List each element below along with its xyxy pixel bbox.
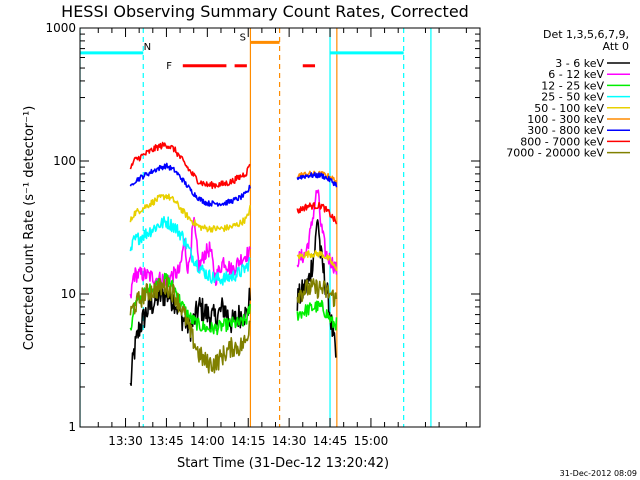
y-tick-label: 10	[61, 287, 76, 301]
legend-label: 50 - 100 keV	[534, 102, 604, 115]
x-tick-label: 15:00	[354, 434, 389, 448]
flag-label: N	[144, 42, 151, 53]
x-axis-label: Start Time (31-Dec-12 13:20:42)	[177, 456, 389, 471]
generation-timestamp: 31-Dec-2012 08:09	[560, 469, 637, 478]
series-line-2	[296, 299, 338, 331]
x-tick-label: 14:00	[190, 434, 225, 448]
flag-label: S	[240, 32, 246, 43]
legend-title-line-1: Det 1,3,5,6,7,9,	[543, 28, 629, 41]
series-line-2	[129, 272, 251, 336]
y-tick-label: 1	[68, 420, 76, 434]
legend-label: 6 - 12 keV	[548, 68, 604, 81]
x-tick-label: 13:30	[108, 434, 143, 448]
legend-label: 7000 - 20000 keV	[506, 147, 604, 160]
series-line-6	[129, 162, 251, 207]
series-line-8	[296, 278, 338, 308]
legend-label: 800 - 7000 keV	[520, 135, 604, 148]
x-tick-label: 13:45	[149, 434, 184, 448]
series-line-4	[129, 193, 251, 233]
legend-label: 3 - 6 keV	[555, 57, 604, 70]
series-line-3	[129, 216, 251, 286]
series-line-7	[296, 201, 338, 225]
legend-label: 100 - 300 keV	[527, 113, 604, 126]
legend-label: 12 - 25 keV	[541, 79, 604, 92]
chart-title: HESSI Observing Summary Count Rates, Cor…	[61, 2, 469, 21]
x-tick-label: 14:45	[313, 434, 348, 448]
y-tick-label: 1000	[45, 21, 76, 35]
legend-title-line-2: Att 0	[603, 40, 629, 53]
series-line-6	[296, 171, 338, 188]
series-line-8	[129, 276, 251, 374]
x-tick-label: 14:30	[272, 434, 307, 448]
series-line-7	[129, 141, 251, 190]
series-line-4	[296, 250, 338, 272]
y-tick-label: 100	[53, 154, 76, 168]
legend-label: 25 - 50 keV	[541, 91, 604, 104]
y-axis-label: Corrected Count Rate (s⁻¹ detector⁻¹)	[22, 106, 37, 351]
plot-frame	[79, 27, 481, 428]
legend-label: 300 - 800 keV	[527, 124, 604, 137]
series-line-1	[129, 216, 251, 299]
x-tick-label: 14:15	[231, 434, 266, 448]
flag-label: F	[166, 61, 172, 72]
